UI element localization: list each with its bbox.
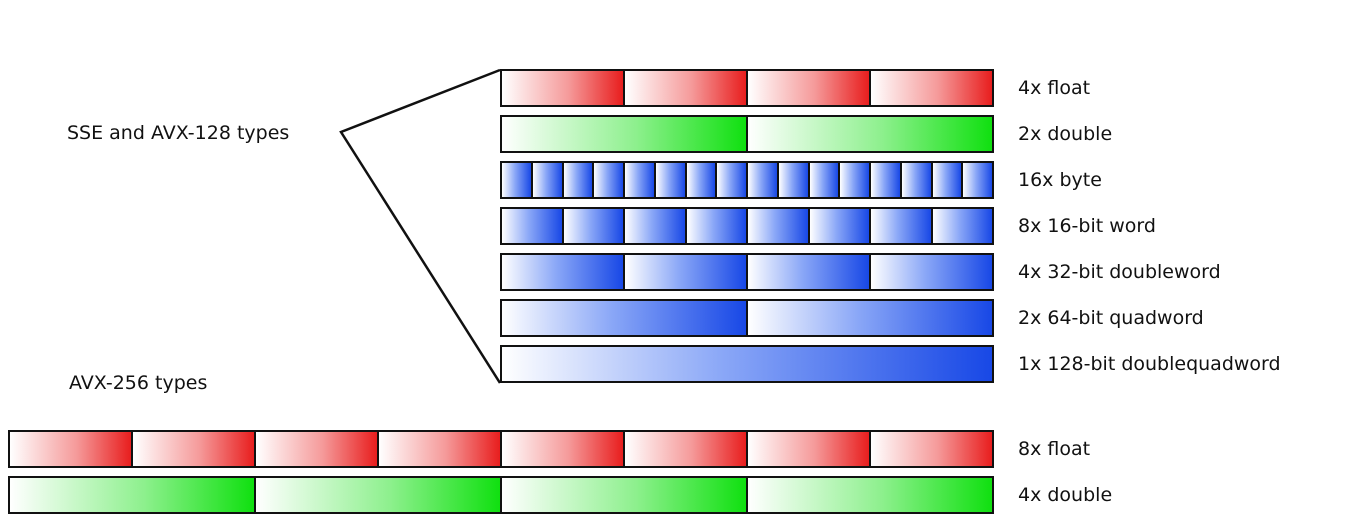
register-lane	[748, 301, 992, 335]
register-lane	[133, 432, 256, 466]
register-lane	[748, 478, 992, 512]
register-lane	[502, 347, 992, 381]
register-lane	[748, 432, 871, 466]
register-128-row-doublequadword	[500, 345, 994, 383]
register-lane	[809, 209, 871, 243]
register-lane	[748, 71, 871, 105]
register-lane	[932, 163, 964, 197]
register-lane	[778, 163, 810, 197]
register-128-row-word	[500, 207, 994, 245]
row-label-4x-float: 4x float	[1018, 77, 1091, 99]
register-lane	[901, 163, 933, 197]
row-label-8x-float: 8x float	[1018, 438, 1091, 460]
register-128-row-doubleword	[500, 253, 994, 291]
register-lane	[963, 163, 992, 197]
register-lane	[379, 432, 502, 466]
register-lane	[502, 71, 625, 105]
bracket-line	[339, 68, 502, 384]
row-label-2x-double: 2x double	[1018, 123, 1113, 145]
register-lane	[502, 209, 564, 243]
register-lane	[502, 163, 533, 197]
register-lane	[256, 432, 379, 466]
row-label-4x-double: 4x double	[1018, 484, 1113, 506]
row-label-1x-128-bit-doublequadword: 1x 128-bit doublequadword	[1018, 353, 1281, 375]
register-lane	[809, 163, 841, 197]
register-lane	[563, 209, 625, 243]
register-lane	[594, 163, 625, 197]
register-lane	[871, 71, 992, 105]
register-lane	[625, 71, 748, 105]
register-128-row-quadword	[500, 299, 994, 337]
register-lane	[871, 255, 992, 289]
register-256-row-float	[8, 430, 994, 468]
register-lane	[625, 255, 748, 289]
register-lane	[502, 478, 748, 512]
register-lane	[256, 478, 502, 512]
avx256-group-label: AVX-256 types	[69, 372, 208, 394]
register-lane	[10, 432, 133, 466]
row-label-2x-64-bit-quadword: 2x 64-bit quadword	[1018, 307, 1204, 329]
register-lane	[655, 163, 687, 197]
register-lane	[748, 117, 992, 151]
register-256-row-double	[8, 476, 994, 514]
row-label-4x-32-bit-doubleword: 4x 32-bit doubleword	[1018, 261, 1221, 283]
register-lane	[502, 255, 625, 289]
register-lane	[748, 255, 871, 289]
register-128-row-float	[500, 69, 994, 107]
register-lane	[625, 163, 656, 197]
register-lane	[871, 432, 992, 466]
register-lane	[502, 117, 748, 151]
register-lane	[502, 432, 625, 466]
register-lane	[686, 209, 748, 243]
register-lane	[871, 209, 933, 243]
sse-avx128-group-label: SSE and AVX-128 types	[67, 122, 290, 144]
register-lane	[717, 163, 748, 197]
register-lane	[625, 209, 687, 243]
register-lane	[748, 163, 779, 197]
register-lane	[748, 209, 810, 243]
register-lane	[625, 432, 748, 466]
register-lane	[532, 163, 564, 197]
register-lane	[502, 301, 748, 335]
register-128-row-double	[500, 115, 994, 153]
register-lane	[10, 478, 256, 512]
register-lane	[686, 163, 718, 197]
row-label-8x-16-bit-word: 8x 16-bit word	[1018, 215, 1156, 237]
register-lane	[932, 209, 992, 243]
row-label-16x-byte: 16x byte	[1018, 169, 1102, 191]
register-lane	[563, 163, 595, 197]
register-lane	[840, 163, 871, 197]
register-lane	[871, 163, 902, 197]
register-128-row-byte	[500, 161, 994, 199]
